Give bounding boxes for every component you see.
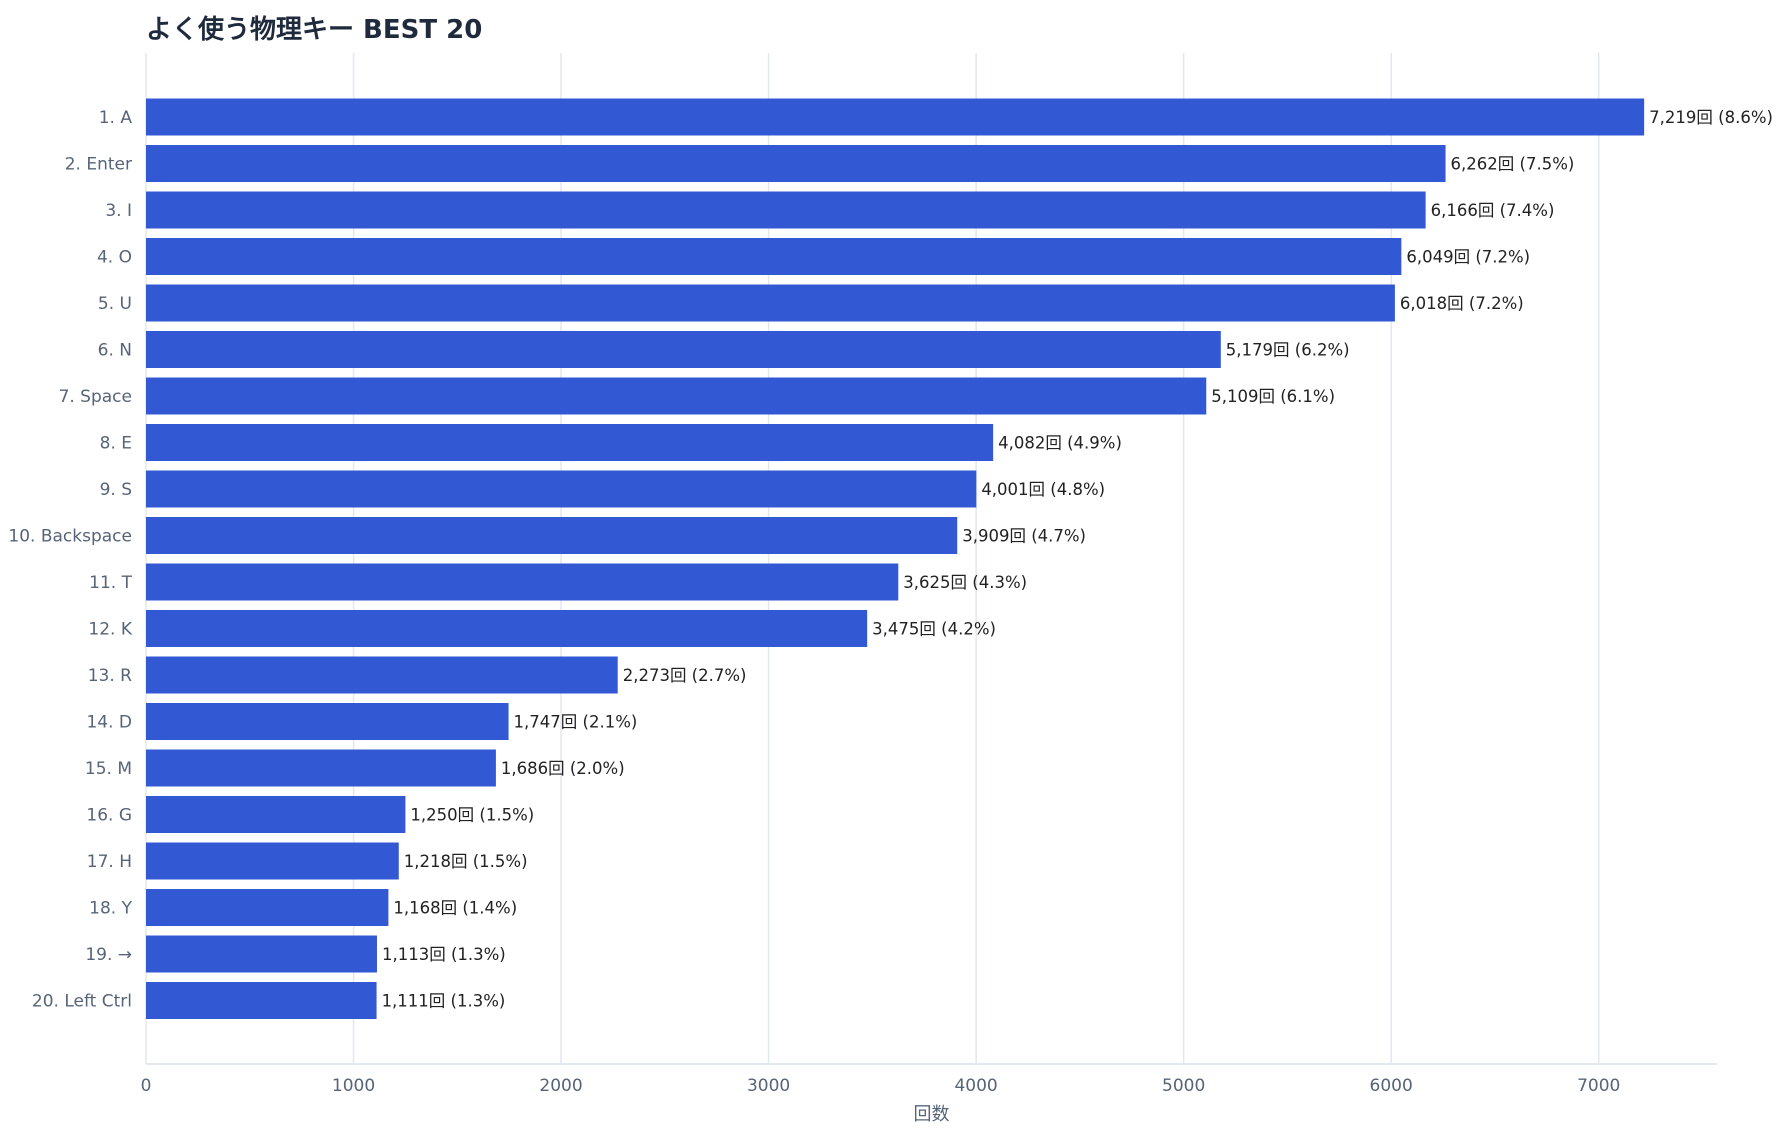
x-tick-label: 7000 xyxy=(1577,1076,1620,1096)
x-axis-title: 回数 xyxy=(914,1104,950,1125)
bar xyxy=(146,703,509,740)
bar xyxy=(146,424,994,461)
category-label: 13. R xyxy=(88,666,132,686)
x-tick-label: 4000 xyxy=(954,1076,997,1096)
category-label: 8. E xyxy=(100,434,132,454)
data-label: 6,049回 (7.2%) xyxy=(1406,248,1530,267)
chart-title: よく使う物理キー BEST 20 xyxy=(146,15,482,45)
data-label: 4,082回 (4.9%) xyxy=(998,434,1122,453)
bar xyxy=(146,191,1426,229)
data-label: 3,475回 (4.2%) xyxy=(872,620,996,639)
category-label: 14. D xyxy=(86,713,132,733)
category-label: 17. H xyxy=(87,852,132,872)
x-tick-label: 6000 xyxy=(1370,1076,1413,1096)
bars xyxy=(146,98,1645,1019)
category-label: 5. U xyxy=(98,294,132,314)
bar xyxy=(146,842,399,880)
category-label: 7. Space xyxy=(59,387,132,407)
bar xyxy=(146,470,977,508)
category-label: 1. A xyxy=(99,108,133,128)
category-label: 10. Backspace xyxy=(8,527,132,547)
bar xyxy=(146,517,958,554)
bar xyxy=(146,749,496,787)
category-label: 19. → xyxy=(85,945,132,965)
x-tick-label: 1000 xyxy=(332,1076,375,1096)
category-label: 2. Enter xyxy=(65,155,132,175)
data-label: 6,166回 (7.4%) xyxy=(1431,201,1555,220)
x-tick-labels: 0 1000 2000 3000 4000 5000 6000 7000 xyxy=(141,1076,1621,1096)
category-label: 11. T xyxy=(89,573,132,593)
data-label: 5,109回 (6.1%) xyxy=(1211,387,1335,406)
data-label: 3,909回 (4.7%) xyxy=(962,527,1086,546)
bar xyxy=(146,935,377,973)
data-label: 1,747回 (2.1%) xyxy=(514,713,638,732)
data-label: 1,168回 (1.4%) xyxy=(393,899,517,918)
data-label: 1,113回 (1.3%) xyxy=(382,945,506,964)
category-label: 15. M xyxy=(85,759,132,779)
data-label: 1,250回 (1.5%) xyxy=(410,806,534,825)
bar xyxy=(146,563,899,601)
category-label: 9. S xyxy=(100,480,132,500)
data-label: 4,001回 (4.8%) xyxy=(981,480,1105,499)
bar xyxy=(146,377,1207,415)
data-label: 5,179回 (6.2%) xyxy=(1226,341,1350,360)
x-tick-label: 3000 xyxy=(747,1076,790,1096)
x-tick-label: 2000 xyxy=(539,1076,582,1096)
x-tick-label: 5000 xyxy=(1162,1076,1205,1096)
bar xyxy=(146,796,406,833)
category-label: 6. N xyxy=(98,341,132,361)
data-label: 6,262回 (7.5%) xyxy=(1451,155,1575,174)
data-label: 2,273回 (2.7%) xyxy=(623,666,747,685)
category-labels: 1. A 2. Enter 3. I 4. O 5. U 6. N 7. Space 8. E… xyxy=(8,108,132,1012)
category-label: 12. K xyxy=(88,620,132,640)
data-label: 1,218回 (1.5%) xyxy=(404,852,528,871)
category-label: 20. Left Ctrl xyxy=(32,992,132,1012)
bar xyxy=(146,656,618,694)
bar xyxy=(146,331,1221,368)
bar xyxy=(146,610,868,647)
data-labels: 7,219回 (8.6%) 6,262回 (7.5%) 6,166回 (7.4%) 6… xyxy=(382,108,1773,1011)
x-tick-label: 0 xyxy=(141,1076,152,1096)
bar xyxy=(146,98,1645,136)
category-label: 3. I xyxy=(105,201,132,221)
data-label: 3,625回 (4.3%) xyxy=(903,573,1027,592)
data-label: 6,018回 (7.2%) xyxy=(1400,294,1524,313)
bar xyxy=(146,145,1446,182)
category-label: 18. Y xyxy=(89,899,132,919)
data-label: 1,686回 (2.0%) xyxy=(501,759,625,778)
category-label: 16. G xyxy=(86,806,132,826)
bar xyxy=(146,982,377,1019)
category-label: 4. O xyxy=(97,248,132,268)
bar xyxy=(146,238,1402,275)
bar xyxy=(146,889,389,926)
data-label: 7,219回 (8.6%) xyxy=(1649,108,1773,127)
data-label: 1,111回 (1.3%) xyxy=(382,992,506,1011)
bar xyxy=(146,284,1395,322)
